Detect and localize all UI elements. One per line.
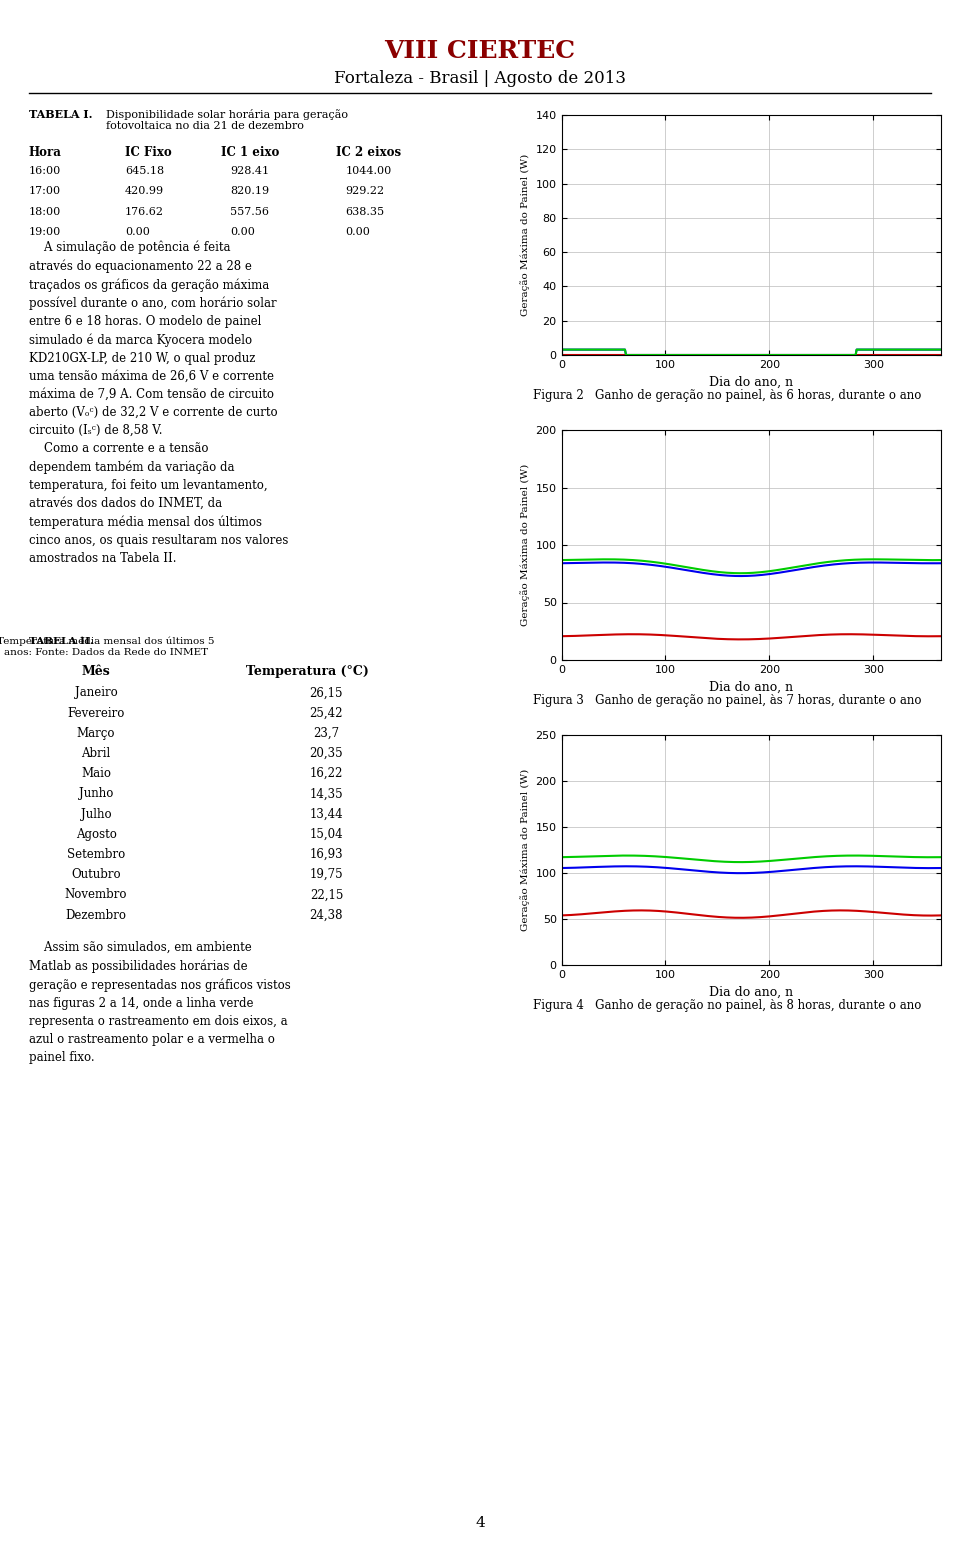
- Text: 1044.00: 1044.00: [346, 166, 392, 175]
- Text: 645.18: 645.18: [125, 166, 164, 175]
- Text: 13,44: 13,44: [309, 808, 344, 820]
- Text: 928.41: 928.41: [230, 166, 270, 175]
- Text: 176.62: 176.62: [125, 207, 164, 216]
- X-axis label: Dia do ano, n: Dia do ano, n: [709, 680, 793, 694]
- Text: Figura 2   Ganho de geração no painel, às 6 horas, durante o ano: Figura 2 Ganho de geração no painel, às …: [533, 390, 922, 402]
- Text: Outubro: Outubro: [71, 868, 121, 881]
- Y-axis label: Geração Máxima do Painel (W): Geração Máxima do Painel (W): [520, 769, 530, 932]
- Text: Figura 4   Ganho de geração no painel, às 8 horas, durante o ano: Figura 4 Ganho de geração no painel, às …: [533, 999, 922, 1013]
- Text: 26,15: 26,15: [310, 686, 343, 699]
- Text: Abril: Abril: [82, 747, 110, 759]
- Text: 15,04: 15,04: [309, 828, 344, 840]
- Text: Figura 3   Ganho de geração no painel, às 7 horas, durante o ano: Figura 3 Ganho de geração no painel, às …: [533, 694, 922, 707]
- Text: IC 2 eixos: IC 2 eixos: [336, 146, 401, 158]
- Text: Mês: Mês: [82, 665, 110, 677]
- Text: IC 1 eixo: IC 1 eixo: [221, 146, 279, 158]
- Y-axis label: Geração Máxima do Painel (W): Geração Máxima do Painel (W): [520, 154, 530, 317]
- Text: TABELA I.: TABELA I.: [29, 109, 92, 120]
- Text: 25,42: 25,42: [310, 707, 343, 719]
- Text: Maio: Maio: [81, 767, 111, 780]
- Text: A simulação de potência é feita
através do equacionamento 22 a 28 e
traçados os : A simulação de potência é feita através …: [29, 241, 288, 565]
- Text: Fevereiro: Fevereiro: [67, 707, 125, 719]
- Text: 18:00: 18:00: [29, 207, 61, 216]
- Text: Setembro: Setembro: [67, 848, 125, 860]
- Text: 929.22: 929.22: [346, 186, 385, 196]
- Text: 24,38: 24,38: [310, 909, 343, 921]
- Text: 0.00: 0.00: [346, 227, 371, 236]
- Text: Temperatura (°C): Temperatura (°C): [246, 665, 369, 677]
- Text: 17:00: 17:00: [29, 186, 60, 196]
- Text: Fortaleza - Brasil | Agosto de 2013: Fortaleza - Brasil | Agosto de 2013: [334, 70, 626, 87]
- Text: 0.00: 0.00: [230, 227, 255, 236]
- X-axis label: Dia do ano, n: Dia do ano, n: [709, 376, 793, 388]
- Text: 16:00: 16:00: [29, 166, 61, 175]
- Text: Março: Março: [77, 727, 115, 739]
- Text: Agosto: Agosto: [76, 828, 116, 840]
- Text: 420.99: 420.99: [125, 186, 164, 196]
- Text: Julho: Julho: [81, 808, 111, 820]
- Text: 14,35: 14,35: [309, 787, 344, 800]
- Y-axis label: Geração Máxima do Painel (W): Geração Máxima do Painel (W): [520, 464, 530, 626]
- Text: 19,75: 19,75: [309, 868, 344, 881]
- Text: 23,7: 23,7: [313, 727, 340, 739]
- Text: Assim são simulados, em ambiente
Matlab as possibilidades horárias de
geração e : Assim são simulados, em ambiente Matlab …: [29, 941, 291, 1064]
- Text: 0.00: 0.00: [125, 227, 150, 236]
- Text: 4: 4: [475, 1516, 485, 1530]
- Text: 22,15: 22,15: [310, 888, 343, 901]
- Text: 16,93: 16,93: [309, 848, 344, 860]
- Text: TABELA II.: TABELA II.: [29, 637, 93, 646]
- Text: Dezembro: Dezembro: [65, 909, 127, 921]
- Text: 19:00: 19:00: [29, 227, 61, 236]
- Text: Janeiro: Janeiro: [75, 686, 117, 699]
- X-axis label: Dia do ano, n: Dia do ano, n: [709, 986, 793, 999]
- Text: IC Fixo: IC Fixo: [125, 146, 172, 158]
- Text: Disponibilidade solar horária para geração
fotovoltaica no dia 21 de dezembro: Disponibilidade solar horária para geraç…: [106, 109, 348, 132]
- Text: VIII CIERTEC: VIII CIERTEC: [384, 39, 576, 62]
- Text: 16,22: 16,22: [310, 767, 343, 780]
- Text: Junho: Junho: [79, 787, 113, 800]
- Text: 820.19: 820.19: [230, 186, 270, 196]
- Text: 638.35: 638.35: [346, 207, 385, 216]
- Text: 557.56: 557.56: [230, 207, 270, 216]
- Text: Hora: Hora: [29, 146, 61, 158]
- Text: 20,35: 20,35: [309, 747, 344, 759]
- Text: Novembro: Novembro: [64, 888, 128, 901]
- Text: Temperatura média mensal dos últimos 5
anos: Fonte: Dados da Rede do INMET: Temperatura média mensal dos últimos 5 a…: [0, 637, 214, 657]
